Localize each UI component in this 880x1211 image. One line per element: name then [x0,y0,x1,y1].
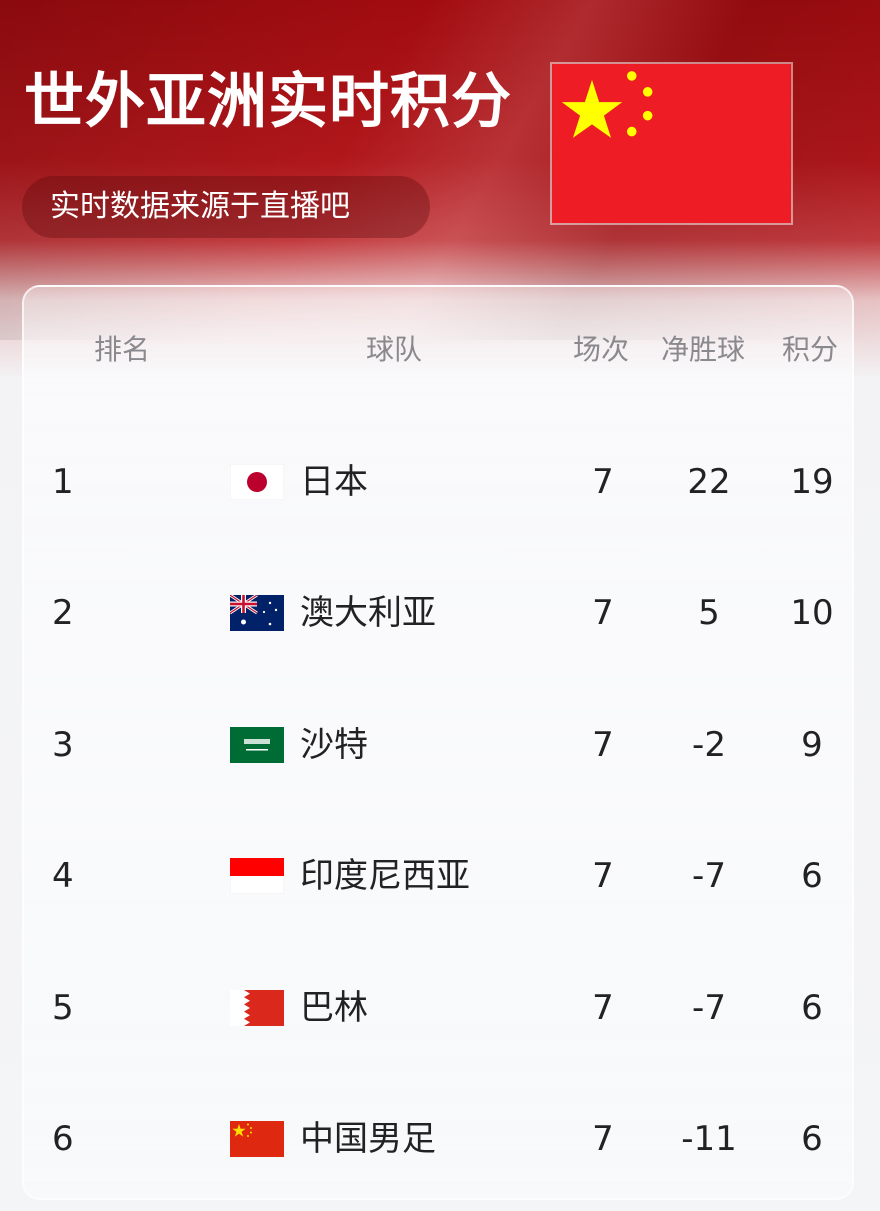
team-name: 中国男足 [300,1119,436,1159]
saudi-flag-icon [230,726,284,763]
team-name: 沙特 [300,724,368,765]
table-row[interactable]: 1 日本 7 22 19 [0,452,880,512]
goal-diff: -7 [692,987,726,1028]
col-matches: 场次 [573,333,630,366]
japan-flag-icon [230,464,284,500]
col-rank: 排名 [94,333,151,366]
table-row[interactable]: 5 巴林 7 -7 6 [0,978,880,1038]
matches: 7 [592,856,614,897]
goal-diff: 5 [698,593,720,634]
indonesia-flag-icon [230,858,284,895]
matches: 7 [592,1119,614,1159]
rank: 4 [52,856,74,897]
col-team: 球队 [366,333,423,366]
col-points: 积分 [782,333,839,366]
bahrain-flag-icon [230,989,284,1026]
table-row[interactable]: 2 澳大利亚 7 5 10 [0,583,880,643]
points: 6 [801,856,823,897]
points: 6 [801,1119,823,1159]
source-text: 实时数据来源于直播吧 [50,189,350,224]
standings-card [22,285,854,1200]
table-row[interactable]: 3 沙特 7 -2 9 [0,715,880,775]
matches: 7 [592,593,614,634]
china-flag-icon [550,62,793,225]
table-row[interactable]: 4 印度尼西亚 7 -7 6 [0,846,880,906]
australia-flag-icon [230,595,284,632]
points: 9 [801,724,823,765]
page-title: 世外亚洲实时积分 [24,67,512,137]
team-name: 巴林 [300,987,368,1028]
rank: 3 [52,724,74,765]
rank: 1 [52,462,74,502]
goal-diff: -11 [681,1119,737,1159]
goal-diff: -7 [692,856,726,897]
team-name: 印度尼西亚 [300,856,470,897]
points: 19 [790,462,834,502]
rank: 5 [52,987,74,1028]
goal-diff: 22 [687,462,731,502]
points: 10 [790,593,834,634]
team-name: 澳大利亚 [300,593,436,634]
goal-diff: -2 [692,724,726,765]
source-badge: 实时数据来源于直播吧 [22,176,430,238]
rank: 2 [52,593,74,634]
points: 6 [801,987,823,1028]
matches: 7 [592,724,614,765]
matches: 7 [592,462,614,502]
table-row[interactable]: 6 中国男足 7 -11 6 [0,1109,880,1169]
matches: 7 [592,987,614,1028]
team-name: 日本 [300,462,368,502]
rank: 6 [52,1119,74,1159]
china-flag-icon [230,1121,284,1157]
col-goal-diff: 净胜球 [661,333,746,366]
